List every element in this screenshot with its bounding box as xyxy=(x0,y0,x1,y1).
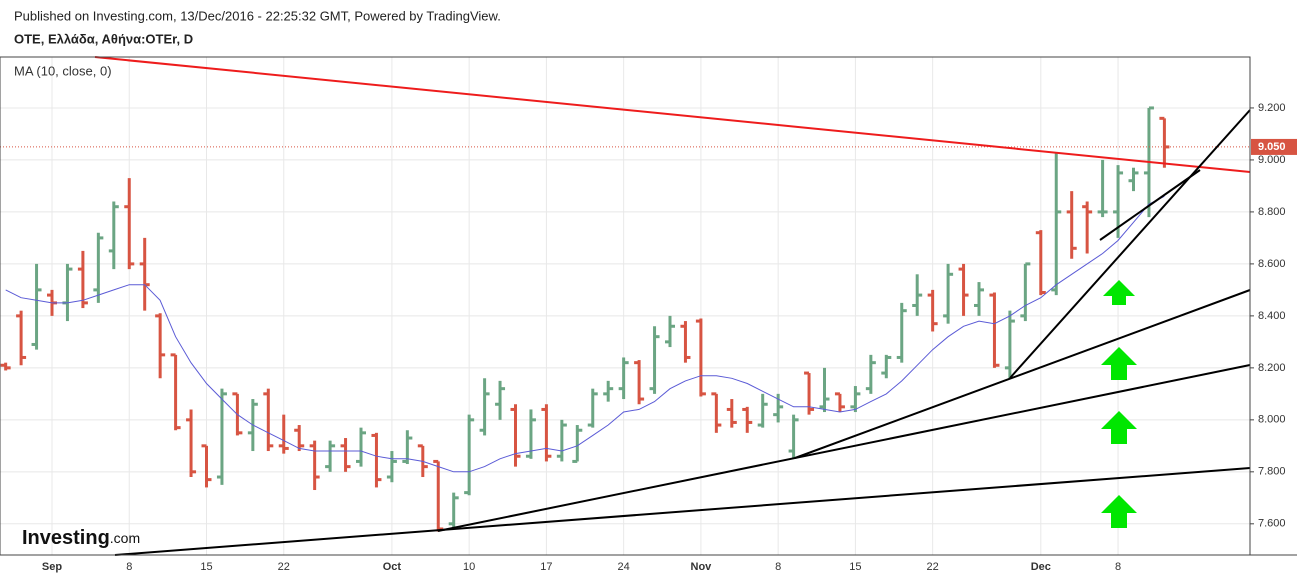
up-arrow xyxy=(1103,280,1135,305)
indicator-label: MA (10, close, 0) xyxy=(14,63,112,78)
up-arrow xyxy=(1101,495,1137,528)
symbol-title: OTE, Ελλάδα, Αθήνα:OTEr, D xyxy=(14,31,193,46)
trend-line xyxy=(94,56,1251,173)
y-tick-label: 8.800 xyxy=(1258,206,1286,218)
y-tick-label: 8.200 xyxy=(1258,362,1286,374)
y-tick-label: 7.600 xyxy=(1258,518,1286,530)
x-tick-label: 8 xyxy=(775,561,781,573)
logo-suffix: .com xyxy=(110,530,140,546)
x-tick-label: 10 xyxy=(463,561,475,573)
x-tick-label: 8 xyxy=(126,561,132,573)
x-tick-label: 15 xyxy=(200,561,212,573)
trend-line xyxy=(794,289,1251,459)
x-tick-label: 22 xyxy=(927,561,939,573)
trend-line xyxy=(114,467,1251,556)
y-tick-label: 8.000 xyxy=(1258,414,1286,426)
up-arrow xyxy=(1101,411,1137,444)
y-tick-label: 9.000 xyxy=(1258,154,1286,166)
published-note: Published on Investing.com, 13/Dec/2016 … xyxy=(14,8,501,23)
x-tick-label: 24 xyxy=(618,561,630,573)
y-tick-label: 8.400 xyxy=(1258,310,1286,322)
plot-frame xyxy=(0,56,1251,556)
arrows xyxy=(1101,280,1137,528)
last-price-box xyxy=(1251,138,1297,155)
up-arrow xyxy=(1101,347,1137,380)
x-tick-label: Dec xyxy=(1031,561,1051,573)
x-tick-label: Nov xyxy=(691,561,713,573)
x-tick-label: 17 xyxy=(540,561,552,573)
logo-main: Investing xyxy=(22,527,110,549)
x-tick-label: Sep xyxy=(42,561,62,573)
logo: Investing.com xyxy=(22,527,140,549)
marks xyxy=(0,106,1250,532)
trend-line xyxy=(437,364,1251,532)
ma-line xyxy=(5,195,1165,473)
y-tick-label: 8.600 xyxy=(1258,258,1286,270)
x-tick-label: 22 xyxy=(278,561,290,573)
y-tick-label: 9.200 xyxy=(1258,102,1286,114)
y-tick-label: 7.800 xyxy=(1258,466,1286,478)
last-price-label: 9.050 xyxy=(1258,141,1286,153)
x-tick-label: Oct xyxy=(383,561,402,573)
grid: 7.600 7.800 8.000 8.200 8.400 8.600 8.800 9.000… xyxy=(0,57,1286,573)
trend-line xyxy=(1009,109,1251,379)
x-tick-label: 15 xyxy=(849,561,861,573)
x-tick-label: 8 xyxy=(1115,561,1121,573)
trend-line xyxy=(1099,169,1201,241)
trend-lines xyxy=(94,56,1251,556)
